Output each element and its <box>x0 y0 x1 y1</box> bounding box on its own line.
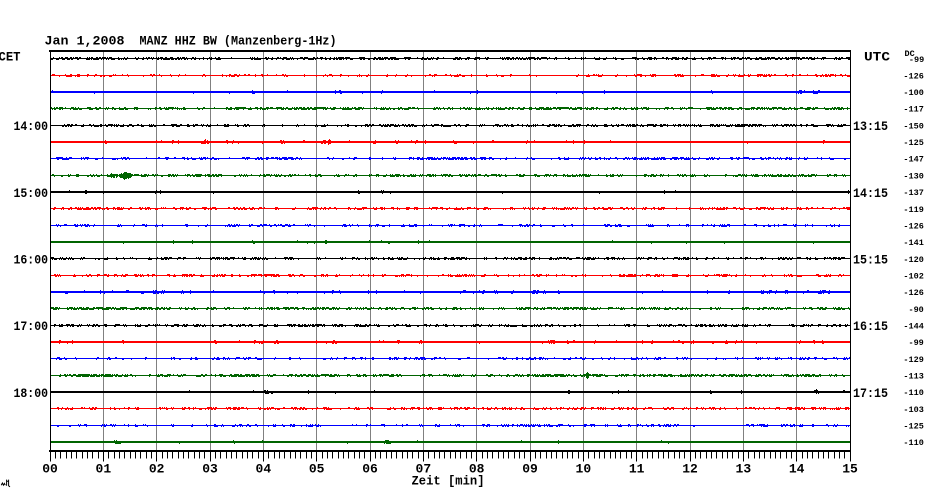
svg-text:-150: -150 <box>903 121 923 131</box>
svg-text:-99: -99 <box>909 55 924 65</box>
svg-text:MANZ HHZ BW (Manzenberg-1Hz): MANZ HHZ BW (Manzenberg-1Hz) <box>140 34 337 49</box>
svg-text:-120: -120 <box>903 255 923 265</box>
svg-text:-125: -125 <box>903 422 923 432</box>
svg-text:-126: -126 <box>903 221 923 231</box>
svg-text:14: 14 <box>789 462 805 477</box>
svg-text:17:15: 17:15 <box>853 386 888 401</box>
svg-text:14:00: 14:00 <box>14 119 49 134</box>
svg-text:-141: -141 <box>903 238 923 248</box>
svg-text:-129: -129 <box>903 355 923 365</box>
svg-text:15: 15 <box>842 462 858 477</box>
svg-text:-103: -103 <box>903 405 923 415</box>
svg-text:07: 07 <box>416 462 432 477</box>
svg-text:14:15: 14:15 <box>853 186 888 201</box>
svg-text:-119: -119 <box>903 205 923 215</box>
svg-text:00: 00 <box>42 462 58 477</box>
svg-text:12: 12 <box>682 462 698 477</box>
svg-text:-144: -144 <box>903 322 923 332</box>
svg-text:15:15: 15:15 <box>853 253 888 268</box>
svg-text:Zeit [min]: Zeit [min] <box>412 474 485 489</box>
svg-text:UTC: UTC <box>864 50 890 65</box>
svg-text:01: 01 <box>96 462 112 477</box>
svg-text:04: 04 <box>256 462 272 477</box>
svg-text:11: 11 <box>629 462 645 477</box>
svg-text:-137: -137 <box>903 188 923 198</box>
svg-text:10: 10 <box>576 462 592 477</box>
svg-text:15:00: 15:00 <box>14 186 49 201</box>
svg-text:13: 13 <box>736 462 752 477</box>
svg-text:05: 05 <box>309 462 325 477</box>
svg-text:-100: -100 <box>903 88 923 98</box>
svg-text:02: 02 <box>149 462 165 477</box>
svg-text:06: 06 <box>362 462 378 477</box>
svg-text:-126: -126 <box>903 71 923 81</box>
svg-text:DC: DC <box>905 49 915 59</box>
svg-text:-125: -125 <box>903 138 923 148</box>
svg-text:16:00: 16:00 <box>14 253 49 268</box>
svg-text:13:15: 13:15 <box>853 119 888 134</box>
svg-text:16:15: 16:15 <box>853 319 888 334</box>
svg-text:09: 09 <box>522 462 538 477</box>
svg-text:-113: -113 <box>903 372 923 382</box>
svg-text:17:00: 17:00 <box>14 319 49 334</box>
svg-text:-110: -110 <box>903 388 923 398</box>
svg-text:-126: -126 <box>903 288 923 298</box>
svg-text:-147: -147 <box>903 155 923 165</box>
svg-text:CET: CET <box>0 50 21 65</box>
svg-text:-90: -90 <box>908 305 923 315</box>
svg-text:-99: -99 <box>908 338 923 348</box>
svg-text:-102: -102 <box>903 272 923 282</box>
svg-text:-110: -110 <box>903 438 923 448</box>
svg-text:-117: -117 <box>903 105 923 115</box>
svg-text:-130: -130 <box>903 171 923 181</box>
svg-text:Jan 1,2008: Jan 1,2008 <box>45 34 125 49</box>
svg-text:08: 08 <box>469 462 485 477</box>
svg-text:03: 03 <box>202 462 218 477</box>
svg-text:18:00: 18:00 <box>14 386 49 401</box>
